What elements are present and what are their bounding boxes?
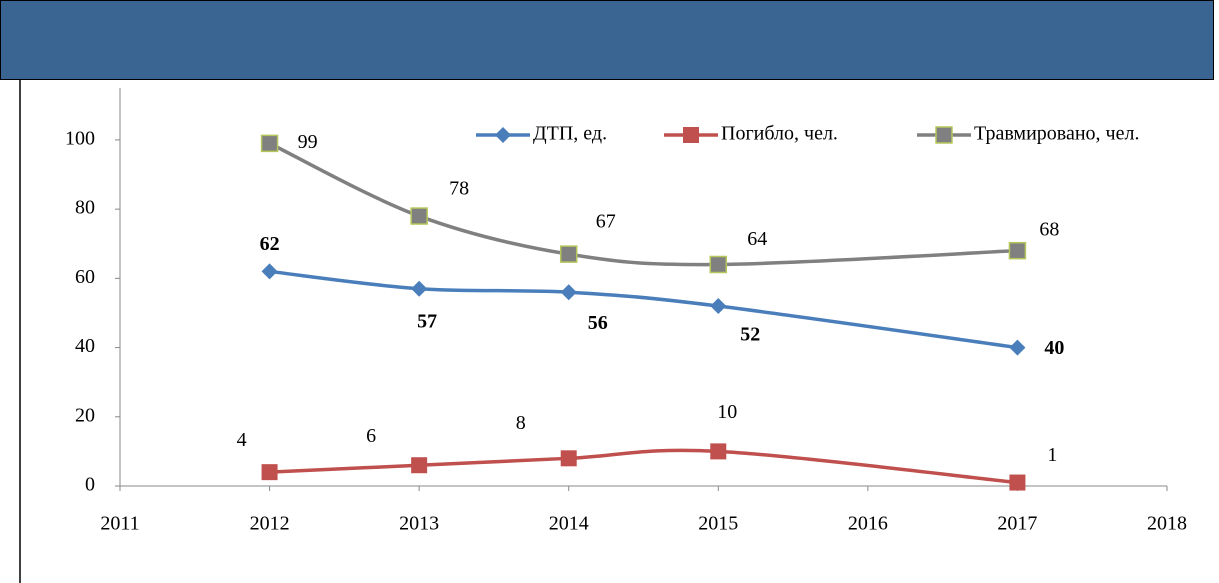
data-label: 78 bbox=[449, 178, 469, 200]
data-label: 6 bbox=[366, 425, 376, 447]
legend-marker bbox=[683, 127, 699, 143]
x-tick-label: 2011 bbox=[100, 513, 139, 535]
data-label: 8 bbox=[516, 412, 526, 434]
data-label: 57 bbox=[417, 310, 437, 332]
y-tick-label: 20 bbox=[75, 404, 95, 426]
data-point bbox=[709, 255, 728, 274]
y-tick-label: 0 bbox=[85, 474, 95, 496]
data-label: 10 bbox=[717, 401, 737, 423]
legend-label: Погибло, чел. bbox=[721, 123, 838, 145]
data-point bbox=[1009, 474, 1026, 491]
x-tick-label: 2015 bbox=[698, 513, 738, 535]
data-point bbox=[411, 280, 428, 297]
x-tick-label: 2016 bbox=[848, 513, 888, 535]
data-point bbox=[710, 443, 727, 460]
data-label: 62 bbox=[260, 233, 280, 255]
y-tick-label: 40 bbox=[75, 335, 95, 357]
series-line bbox=[269, 448, 1018, 485]
series-line bbox=[269, 269, 1018, 350]
data-label: 99 bbox=[298, 131, 318, 153]
data-point bbox=[710, 298, 727, 315]
legend-marker bbox=[935, 126, 953, 144]
data-point bbox=[560, 450, 577, 467]
x-tick-label: 2013 bbox=[399, 513, 439, 535]
data-point bbox=[410, 207, 428, 225]
legend-label: ДТП, ед. bbox=[533, 123, 607, 145]
data-label: 56 bbox=[588, 312, 608, 334]
data-label: 67 bbox=[596, 211, 616, 233]
data-point bbox=[261, 464, 278, 481]
data-label: 4 bbox=[237, 429, 247, 451]
data-point bbox=[1008, 241, 1027, 260]
series-line bbox=[268, 141, 1018, 267]
y-tick-label: 80 bbox=[75, 197, 95, 219]
x-tick-label: 2014 bbox=[549, 513, 589, 535]
data-point bbox=[411, 457, 428, 474]
data-label: 68 bbox=[1039, 218, 1059, 240]
legend-marker bbox=[495, 127, 511, 143]
x-tick-label: 2018 bbox=[1147, 513, 1187, 535]
data-label: 40 bbox=[1044, 337, 1064, 359]
data-label: 64 bbox=[747, 228, 767, 250]
data-point bbox=[1009, 339, 1026, 356]
data-label: 52 bbox=[740, 324, 760, 346]
header-bar bbox=[0, 0, 1214, 80]
data-point bbox=[261, 263, 278, 280]
y-tick-label: 100 bbox=[65, 128, 95, 150]
data-point bbox=[260, 134, 279, 153]
x-tick-label: 2012 bbox=[250, 513, 290, 535]
legend-label: Травмировано, чел. bbox=[974, 123, 1139, 145]
data-point bbox=[560, 284, 577, 301]
data-point bbox=[559, 245, 578, 263]
y-tick-label: 60 bbox=[75, 266, 95, 288]
data-label: 1 bbox=[1047, 444, 1057, 466]
x-tick-label: 2017 bbox=[997, 513, 1037, 535]
